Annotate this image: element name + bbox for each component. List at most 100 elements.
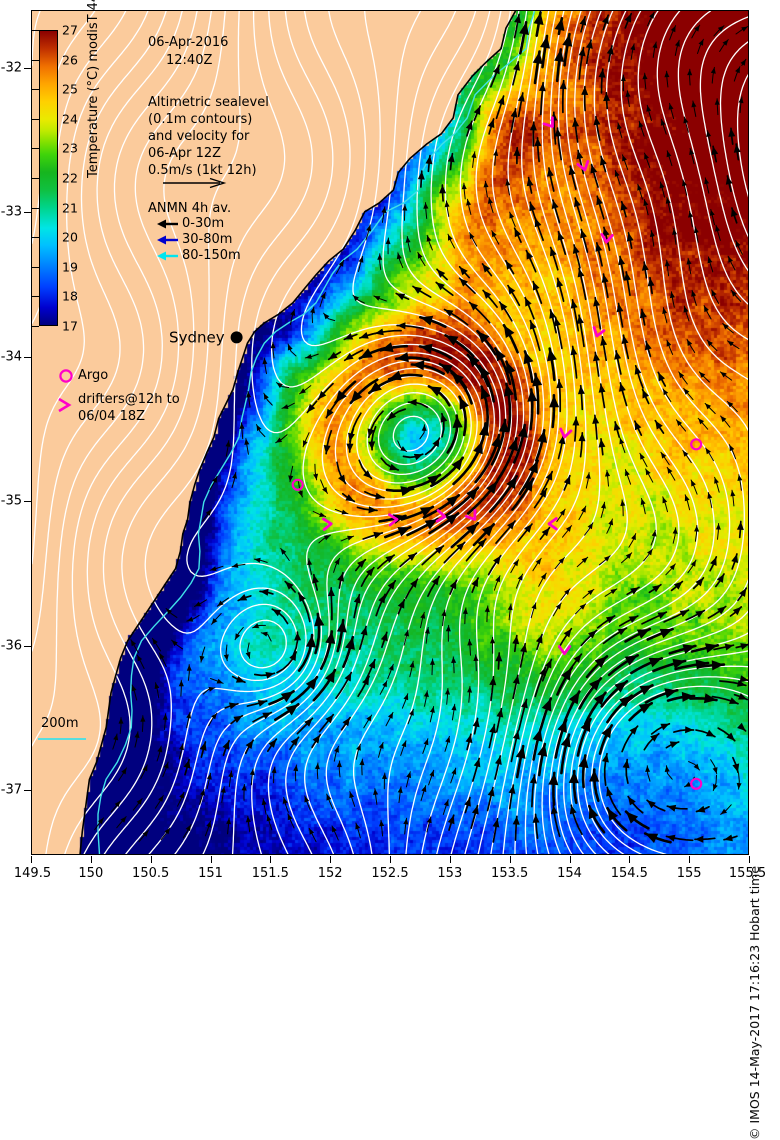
velocity-arrowhead	[505, 179, 510, 185]
velocity-arrowhead	[618, 256, 625, 265]
velocity-arrowhead	[113, 734, 118, 740]
velocity-arrowhead	[375, 329, 384, 336]
velocity-arrowhead	[493, 819, 500, 828]
argo-float-marker[interactable]	[293, 480, 303, 490]
velocity-arrowhead	[282, 404, 289, 409]
velocity-arrowhead	[564, 476, 571, 485]
velocity-arrowhead	[557, 720, 567, 733]
velocity-arrowhead	[217, 679, 224, 684]
place-label-group: Sydney	[169, 328, 243, 346]
velocity-arrowhead	[570, 347, 577, 356]
velocity-arrowhead	[644, 153, 649, 159]
velocity-arrowhead	[414, 454, 423, 461]
velocity-arrowhead	[624, 272, 631, 281]
velocity-arrowhead	[381, 207, 386, 213]
velocity-arrowhead	[298, 490, 303, 497]
velocity-arrowhead	[710, 557, 717, 566]
velocity-arrowhead	[373, 532, 382, 539]
velocity-arrowhead	[687, 69, 692, 75]
velocity-arrowhead	[312, 575, 319, 584]
velocity-arrowhead	[427, 235, 432, 242]
velocity-arrowhead	[713, 767, 718, 774]
velocity-arrowhead	[446, 625, 451, 631]
velocity-arrowhead	[617, 123, 622, 129]
velocity-arrowhead	[179, 744, 184, 750]
velocity-arrowhead	[221, 787, 226, 793]
velocity-arrowhead	[665, 766, 670, 772]
velocity-arrowhead	[179, 680, 184, 686]
velocity-arrowhead	[410, 579, 418, 588]
velocity-arrowhead	[516, 746, 526, 759]
velocity-arrowhead	[652, 42, 657, 48]
velocity-arrowhead	[346, 444, 353, 452]
velocity-arrowhead	[560, 509, 565, 515]
velocity-arrowhead	[737, 723, 746, 731]
anmn-bin-0-30m-label: 0-30m	[182, 216, 224, 231]
velocity-arrowhead	[513, 148, 520, 156]
altimetry-line-4: 06-Apr 12Z	[148, 145, 221, 162]
velocity-arrowhead	[731, 208, 738, 217]
colorbar-tick	[32, 30, 39, 31]
velocity-arrowhead	[649, 658, 662, 667]
velocity-arrowhead	[422, 425, 427, 431]
velocity-arrowhead	[359, 759, 364, 765]
velocity-arrowhead	[557, 279, 564, 288]
velocity-arrowhead	[342, 510, 349, 515]
velocity-arrowhead	[645, 341, 652, 350]
velocity-arrowhead	[300, 388, 306, 394]
velocity-arrowhead	[467, 639, 472, 645]
velocity-arrowhead	[552, 200, 559, 209]
argo-float-marker[interactable]	[691, 439, 701, 449]
velocity-arrowhead	[679, 372, 684, 378]
velocity-arrowhead	[354, 595, 361, 604]
velocity-arrowhead	[732, 763, 739, 772]
velocity-arrowhead	[429, 770, 434, 776]
map-plot-area[interactable]: Sydney	[31, 10, 749, 855]
velocity-arrowhead	[608, 519, 613, 525]
colorbar-tick	[32, 60, 39, 61]
velocity-arrowhead	[547, 349, 557, 362]
velocity-arrowhead	[288, 475, 293, 481]
velocity-arrowhead	[445, 689, 450, 695]
velocity-arrowhead	[687, 258, 692, 264]
velocity-arrowhead	[536, 635, 543, 644]
argo-float-marker[interactable]	[691, 779, 701, 789]
velocity-arrowhead	[187, 665, 192, 671]
velocity-arrowhead	[267, 815, 272, 821]
colorbar-tick	[32, 119, 39, 120]
argo-legend-label: Argo	[78, 368, 108, 383]
velocity-arrowhead	[186, 712, 191, 718]
velocity-arrowhead	[200, 789, 205, 795]
colorbar-tick-label: 19	[62, 259, 78, 274]
velocity-arrowhead	[711, 67, 716, 73]
colorbar-gradient	[39, 30, 58, 326]
velocity-arrowhead	[206, 821, 211, 828]
drifter-legend-line-2: 06/04 18Z	[78, 409, 145, 424]
velocity-arrowhead	[137, 799, 143, 805]
date-label: 06-Apr-2016	[148, 34, 228, 51]
velocity-arrowhead	[721, 809, 727, 815]
x-axis-tick-label: 151	[198, 866, 223, 881]
drifter-chevron-marker[interactable]	[544, 118, 553, 127]
colorbar-title: Temperature (°C) modisT 44% ql>=4	[86, 0, 101, 178]
drifter-chevron-marker[interactable]	[324, 519, 332, 530]
velocity-arrowhead	[639, 121, 644, 128]
ssh-contour-group	[32, 11, 749, 855]
velocity-arrowhead	[233, 716, 242, 723]
velocity-arrowhead	[720, 372, 726, 378]
velocity-arrowhead	[541, 573, 546, 579]
velocity-arrowhead	[621, 202, 628, 211]
colorbar-tick-label: 24	[62, 111, 78, 126]
velocity-arrowhead	[319, 512, 326, 517]
velocity-arrowhead	[430, 707, 435, 713]
velocity-arrowhead	[322, 487, 327, 493]
bathymetry-legend-label: 200m	[41, 716, 78, 731]
velocity-arrowhead	[580, 17, 587, 26]
velocity-arrowhead	[716, 524, 721, 530]
velocity-arrowhead	[606, 616, 615, 623]
velocity-arrowhead	[560, 81, 567, 90]
y-axis-tick	[24, 212, 31, 213]
velocity-arrowhead	[132, 685, 137, 692]
velocity-arrowhead	[508, 438, 518, 451]
velocity-arrowhead	[562, 34, 572, 47]
